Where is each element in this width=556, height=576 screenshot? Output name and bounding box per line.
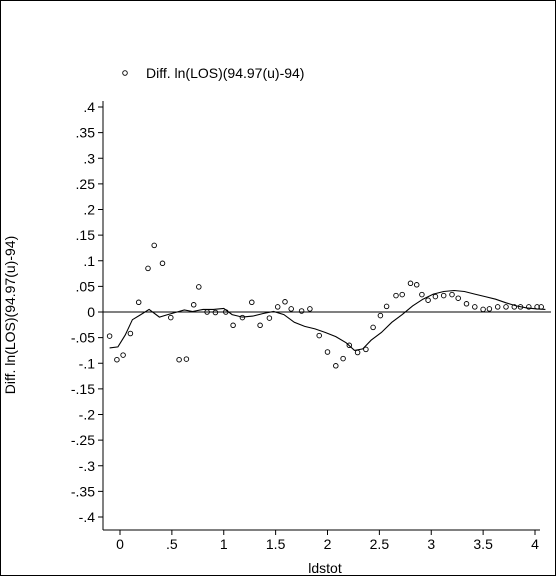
scatter-point — [419, 291, 425, 298]
scatter-point — [145, 265, 151, 272]
scatter-point — [340, 355, 346, 362]
y-tick-label: -.4 — [79, 509, 96, 525]
x-tick-label: 3 — [427, 536, 435, 552]
x-axis-label: ldstot — [308, 560, 342, 576]
scatter-point — [159, 260, 166, 267]
y-ticks: .4 .35 .3 .25 .2 .15 .1 .05 0 -.05 -.1 -.15 -.2 -.25 -… — [71, 99, 103, 525]
legend-marker — [122, 70, 128, 76]
y-tick-label: -.25 — [71, 432, 95, 448]
y-tick-label: .1 — [83, 253, 95, 269]
y-tick-label: .05 — [76, 278, 96, 294]
scatter-point — [354, 349, 361, 356]
scatter-point — [370, 324, 376, 331]
scatter-point — [425, 297, 431, 303]
scatter-point — [526, 304, 532, 310]
x-ticks: 0 .5 1 1.5 2 2.5 3 3.5 4 — [116, 530, 539, 552]
scatter-point — [135, 299, 142, 306]
scatter-point — [257, 322, 263, 329]
x-tick-label: 4 — [531, 536, 539, 552]
scatter-point — [298, 308, 305, 314]
scatter-point — [393, 292, 399, 299]
scatter-point — [190, 302, 197, 308]
scatter-point — [316, 332, 322, 339]
y-tick-label: -.3 — [79, 458, 96, 474]
scatter-point — [363, 346, 369, 353]
x-tick-label: 0 — [116, 536, 124, 552]
scatter-point — [377, 312, 384, 319]
scatter-point — [449, 291, 455, 298]
y-tick-label: -.05 — [71, 330, 95, 346]
legend: Diff. ln(LOS)(94.97(u)-94) — [122, 65, 304, 81]
scatter-point — [538, 304, 544, 310]
y-tick-label: .2 — [83, 202, 95, 218]
scatter-point — [307, 306, 313, 312]
scatter-point — [127, 330, 134, 337]
x-tick-label: 3.5 — [473, 536, 493, 552]
scatter-point — [151, 242, 157, 249]
y-tick-label: -.15 — [71, 381, 95, 397]
scatter-point — [472, 304, 478, 310]
y-tick-label: -.1 — [79, 355, 96, 371]
scatter-points — [106, 242, 544, 369]
scatter-point — [480, 306, 486, 313]
scatter-point — [494, 304, 501, 310]
scatter-point — [183, 356, 190, 362]
scatter-point — [534, 304, 540, 310]
scatter-point — [196, 284, 202, 290]
y-tick-label: 0 — [87, 304, 95, 320]
scatter-point — [249, 299, 255, 306]
y-tick-label: .35 — [76, 125, 96, 141]
scatter-point — [383, 303, 390, 310]
scatter-point — [413, 282, 420, 288]
scatter-point — [324, 349, 331, 355]
scatter-point — [463, 301, 470, 307]
x-tick-label: 2 — [324, 536, 332, 552]
x-tick-label: 2.5 — [370, 536, 390, 552]
scatter-point — [455, 295, 461, 301]
scatter-point — [440, 292, 447, 299]
scatter-point — [274, 304, 281, 310]
scatter-point — [266, 315, 273, 321]
scatter-point — [282, 299, 288, 305]
y-tick-label: -.35 — [71, 483, 95, 499]
scatter-point — [223, 309, 229, 315]
scatter-point — [176, 356, 182, 363]
scatter-point — [288, 306, 294, 312]
scatter-point — [106, 333, 113, 339]
x-tick-label: .5 — [166, 536, 178, 552]
y-tick-label: .4 — [83, 99, 95, 115]
scatter-point — [511, 304, 518, 310]
scatter-point — [239, 314, 246, 321]
scatter-point — [114, 356, 120, 363]
scatter-point — [346, 342, 353, 349]
scatter-point — [503, 304, 509, 310]
scatter-point — [407, 280, 414, 287]
y-tick-label: -.2 — [79, 407, 96, 423]
y-tick-label: .25 — [76, 176, 96, 192]
x-tick-label: 1.5 — [266, 536, 286, 552]
y-tick-label: .3 — [83, 150, 95, 166]
scatter-point — [204, 309, 210, 315]
y-tick-label: .15 — [76, 227, 96, 243]
scatter-point — [517, 304, 524, 310]
y-axis-label: Diff. ln(LOS)(94.97(u)-94) — [2, 236, 18, 394]
x-tick-label: 1 — [220, 536, 228, 552]
scatter-point — [486, 306, 493, 312]
scatter-point — [120, 352, 126, 358]
scatter-point — [230, 322, 236, 329]
scatter-point — [212, 309, 219, 316]
smoother-line — [109, 289, 546, 351]
scatter-point — [432, 293, 439, 300]
scatter-point — [399, 291, 405, 298]
scatter-point — [333, 363, 339, 369]
legend-label: Diff. ln(LOS)(94.97(u)-94) — [146, 65, 304, 81]
scatter-point — [168, 314, 174, 321]
